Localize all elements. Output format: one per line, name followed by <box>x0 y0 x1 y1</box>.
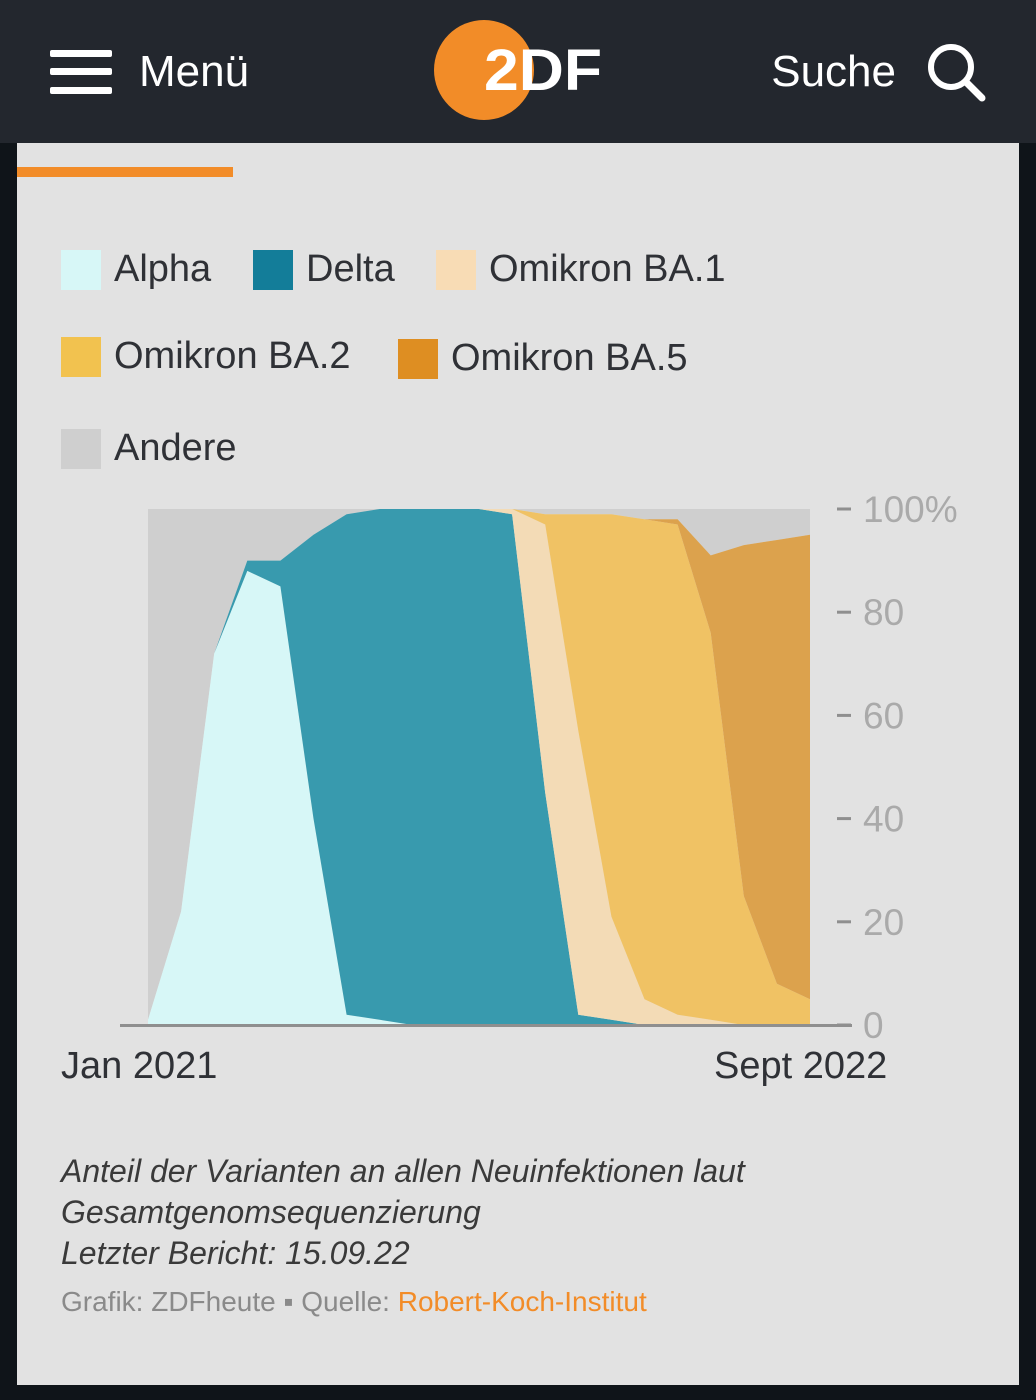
chart-card: Alpha Delta Omikron BA.1 Omikron BA.2 Om… <box>17 143 1019 1385</box>
variant-share-chart: 100% 80 60 40 20 0 <box>120 489 958 1043</box>
legend-label: Omikron BA.2 <box>114 335 351 377</box>
legend-swatch <box>436 249 476 290</box>
caption-line: Letzter Bericht: 15.09.22 <box>61 1235 410 1271</box>
caption-line: Gesamtgenomsequenzierung <box>61 1194 481 1230</box>
legend-swatch <box>61 428 101 469</box>
legend-item-omikron-ba1: Omikron BA.1 <box>436 248 726 291</box>
legend-item-omikron-ba5: Omikron BA.5 <box>398 337 688 380</box>
area-delta <box>148 509 810 1025</box>
legend-item-omikron-ba2: Omikron BA.2 <box>61 335 351 378</box>
caption-line: Anteil der Varianten an allen Neuinfekti… <box>61 1153 745 1189</box>
menu-button[interactable]: Menü <box>50 44 249 100</box>
area-alpha <box>148 570 810 1025</box>
hamburger-icon <box>50 50 112 94</box>
legend-item-delta: Delta <box>253 248 395 291</box>
legend-swatch <box>61 249 101 290</box>
accent-bar <box>17 167 233 177</box>
source-footer: Grafik: ZDFheute ▪ Quelle: Robert-Koch-I… <box>61 1286 647 1318</box>
legend-label: Omikron BA.5 <box>451 337 688 379</box>
legend-item-andere: Andere <box>61 427 237 470</box>
area-andere <box>148 509 810 1020</box>
menu-label: Menü <box>139 47 250 96</box>
search-icon <box>928 44 986 102</box>
search-button[interactable]: Suche <box>771 40 986 104</box>
x-axis-label-start: Jan 2021 <box>61 1045 218 1087</box>
x-axis-label-end: Sept 2022 <box>714 1045 888 1087</box>
graphic-credit: Grafik: ZDFheute <box>61 1286 276 1317</box>
legend-label: Omikron BA.1 <box>489 248 726 290</box>
source-link[interactable]: Robert-Koch-Institut <box>397 1286 647 1317</box>
legend-label: Andere <box>114 427 237 469</box>
legend-swatch <box>398 338 438 379</box>
chart-caption: Anteil der Varianten an allen Neuinfekti… <box>61 1151 745 1274</box>
logo-text: 2DF <box>484 38 602 103</box>
y-tick-label: 20 <box>863 902 904 943</box>
y-tick-label: 80 <box>863 592 904 633</box>
area-omikron-ba-2 <box>148 509 810 1025</box>
legend-label: Delta <box>306 248 395 290</box>
search-label: Suche <box>771 47 896 96</box>
y-tick-label: 100% <box>863 489 958 530</box>
legend-swatch <box>61 336 101 377</box>
separator: ▪ <box>283 1286 294 1317</box>
legend-item-alpha: Alpha <box>61 248 211 291</box>
legend-swatch <box>253 249 293 290</box>
y-tick-label: 0 <box>863 1005 884 1043</box>
zdf-logo[interactable]: 2DF <box>432 18 612 122</box>
source-label: Quelle: <box>301 1286 390 1317</box>
top-navigation-bar: Menü 2DF Suche <box>0 0 1036 143</box>
legend-label: Alpha <box>114 248 212 290</box>
y-tick-label: 40 <box>863 799 904 840</box>
y-tick-label: 60 <box>863 695 904 736</box>
area-omikron-ba-5 <box>148 509 810 1020</box>
